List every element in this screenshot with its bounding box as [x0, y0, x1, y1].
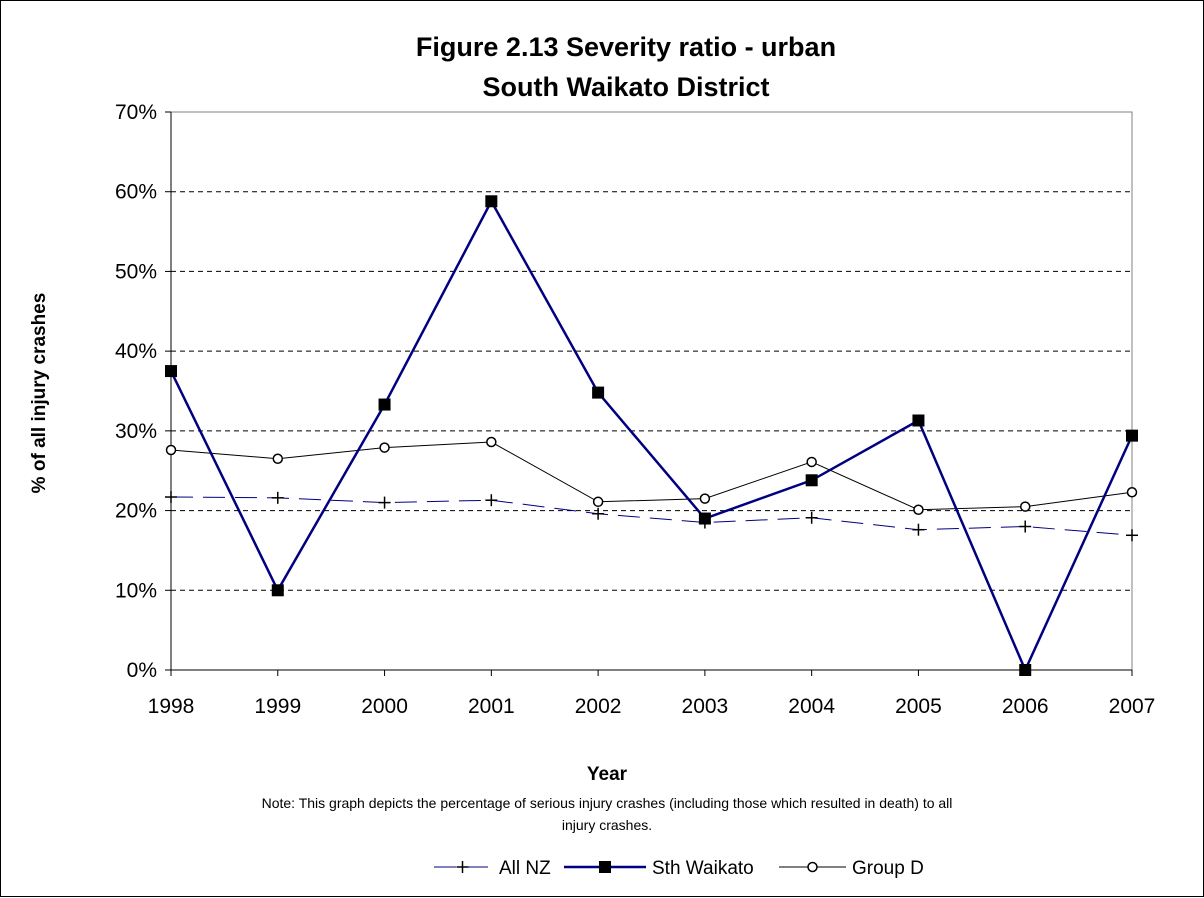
legend-label-sth-waikato: Sth Waikato — [652, 858, 754, 879]
data-point-sth-waikato — [378, 398, 391, 411]
y-tick-label: 10% — [115, 579, 157, 602]
axes — [165, 111, 1133, 676]
data-point-all-nz — [592, 507, 605, 520]
y-tick-label: 30% — [115, 420, 157, 443]
y-tick-label: 40% — [115, 340, 157, 363]
legend-label-group-d: Group D — [852, 858, 924, 879]
data-point-sth-waikato — [1126, 429, 1138, 442]
series-sth-waikato — [165, 195, 1138, 676]
legend-item-group-d: Group D — [779, 858, 924, 879]
data-point-all-nz — [485, 494, 498, 507]
series-layer — [165, 195, 1138, 676]
data-point-group-d — [699, 493, 711, 504]
y-tick-label: 0% — [127, 659, 157, 682]
data-point-sth-waikato — [485, 195, 498, 208]
data-point-group-d — [165, 444, 177, 456]
series-line-group-d — [170, 441, 1133, 511]
chart-title-line-1: Figure 2.13 Severity ratio - urban — [416, 32, 836, 62]
data-point-sth-waikato — [805, 474, 818, 487]
data-point-sth-waikato — [698, 512, 711, 525]
data-point-sth-waikato — [592, 386, 605, 399]
x-tick-label: 1999 — [254, 695, 301, 718]
x-tick-label: 2007 — [1109, 695, 1156, 718]
data-point-all-nz — [165, 491, 177, 504]
series-all-nz — [165, 491, 1138, 542]
series-line-sth-waikato — [169, 198, 1134, 674]
legend-marker-group-d — [807, 861, 818, 873]
x-tick-label: 1998 — [148, 695, 195, 718]
data-point-sth-waikato — [165, 365, 177, 378]
data-point-group-d — [379, 442, 390, 453]
legend-marker-sth-waikato — [599, 861, 611, 873]
data-point-all-nz — [378, 496, 391, 509]
legend-marker-all-nz — [456, 861, 469, 873]
data-point-all-nz — [271, 491, 284, 504]
y-tick-label: 50% — [115, 260, 157, 283]
data-point-group-d — [486, 436, 497, 448]
y-axis-title: % of all injury crashes — [29, 293, 50, 494]
legend-label-all-nz: All NZ — [499, 858, 551, 879]
x-tick-label: 2004 — [788, 695, 835, 718]
y-tick-label: 60% — [115, 181, 157, 204]
data-point-group-d — [592, 496, 604, 508]
series-group-d — [165, 436, 1138, 516]
data-point-group-d — [806, 456, 817, 468]
legend: All NZ Sth Waikato Group D — [434, 858, 924, 879]
plot-area-frame — [170, 111, 1133, 671]
legend-item-sth-waikato: Sth Waikato — [564, 858, 754, 879]
data-point-all-nz — [912, 523, 925, 536]
y-tick-label: 20% — [115, 500, 157, 523]
data-point-group-d — [1126, 486, 1138, 498]
tick-labels: 0% 10% 20% 30% 40% 50% 60% 70% 1998 1999 2000 2001 2… — [115, 101, 1155, 718]
data-point-all-nz — [1126, 529, 1138, 542]
note-line-2: injury crashes. — [562, 817, 652, 833]
x-tick-label: 2003 — [682, 695, 729, 718]
data-point-sth-waikato — [271, 584, 284, 597]
data-point-all-nz — [805, 511, 818, 524]
chart-title-line-2: South Waikato District — [482, 72, 769, 102]
x-tick-label: 2001 — [468, 695, 515, 718]
note-line-1: Note: This graph depicts the percentage … — [262, 795, 953, 811]
data-point-sth-waikato — [912, 414, 925, 427]
x-axis-title: Year — [587, 764, 628, 785]
data-point-all-nz — [1019, 520, 1032, 533]
x-tick-label: 2006 — [1002, 695, 1049, 718]
x-tick-label: 2005 — [895, 695, 942, 718]
series-line-all-nz — [170, 496, 1133, 536]
legend-item-all-nz: All NZ — [434, 858, 551, 879]
y-tick-label: 70% — [115, 101, 157, 124]
data-point-group-d — [1019, 501, 1031, 512]
data-point-group-d — [272, 453, 284, 465]
x-tick-label: 2000 — [361, 695, 408, 718]
data-point-sth-waikato — [1019, 664, 1032, 676]
x-tick-label: 2002 — [575, 695, 622, 718]
data-point-group-d — [913, 504, 924, 516]
